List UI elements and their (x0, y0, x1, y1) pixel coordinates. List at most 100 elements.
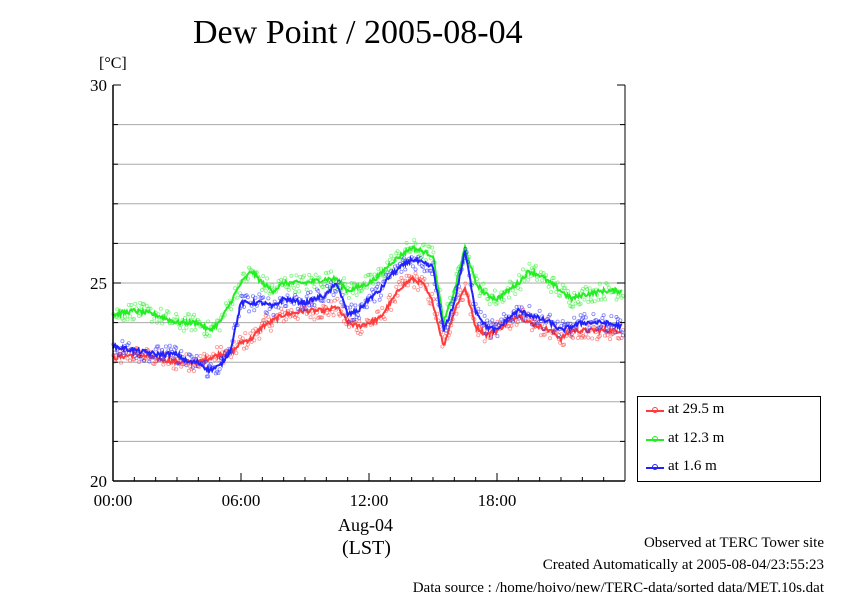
data-point (387, 257, 392, 262)
data-point (176, 360, 181, 365)
data-point (158, 306, 163, 311)
data-point (485, 318, 490, 323)
data-point (261, 274, 266, 279)
data-point (599, 297, 604, 302)
data-point (597, 281, 602, 286)
data-point (346, 324, 351, 329)
data-point (339, 300, 344, 305)
data-point (426, 297, 431, 302)
data-point (247, 309, 252, 314)
data-point (330, 309, 335, 314)
data-point (570, 335, 575, 340)
data-point (261, 295, 266, 300)
data-point (329, 269, 334, 274)
data-point (320, 284, 325, 289)
data-point (583, 332, 588, 337)
data-point (262, 318, 267, 323)
legend-marker-12-3m (652, 436, 658, 442)
data-point (117, 351, 122, 356)
data-point (152, 355, 157, 360)
series-at-1-6-m (111, 246, 625, 379)
data-point (460, 297, 465, 302)
chart-title: Dew Point / 2005-08-04 (193, 14, 523, 51)
data-point (440, 344, 445, 349)
footer-site: Observed at TERC Tower site (643, 535, 824, 551)
data-point (418, 256, 423, 261)
data-point (535, 277, 540, 282)
data-point (619, 329, 624, 334)
data-point (307, 273, 312, 278)
data-point (517, 304, 522, 309)
data-point (615, 294, 620, 299)
data-point (487, 302, 492, 307)
footer-source: Data source : /home/hoivo/new/TERC-data/… (412, 580, 824, 596)
data-point (602, 297, 607, 302)
data-point (378, 293, 383, 298)
legend: at 29.5 m at 12.3 m at 1.6 m (637, 396, 821, 482)
data-point (304, 287, 309, 292)
data-point (166, 310, 171, 315)
data-point (587, 325, 592, 330)
data-point (241, 271, 246, 276)
data-point (137, 360, 142, 365)
data-point (276, 305, 281, 310)
data-point (253, 326, 258, 331)
data-point (326, 312, 331, 317)
data-point (137, 314, 142, 319)
data-point (554, 289, 559, 294)
data-point (286, 287, 291, 292)
data-point (259, 288, 264, 293)
data-point (177, 326, 182, 331)
data-point (323, 271, 328, 276)
data-point (609, 314, 614, 319)
data-point (133, 301, 138, 306)
data-point (212, 357, 217, 362)
data-point (120, 339, 125, 344)
data-point (495, 334, 500, 339)
data-point (217, 367, 222, 372)
data-point (513, 292, 518, 297)
data-point (192, 312, 197, 317)
data-point (241, 304, 246, 309)
x-tick-label: 12:00 (350, 491, 389, 510)
data-point (131, 316, 136, 321)
data-point (531, 322, 536, 327)
data-point (499, 317, 504, 322)
data-point (263, 288, 268, 293)
data-point (349, 281, 354, 286)
data-point (157, 318, 162, 323)
data-point (519, 305, 524, 310)
data-point (558, 293, 563, 298)
data-point (605, 328, 610, 333)
data-point (156, 344, 161, 349)
data-point (450, 312, 455, 317)
data-point (134, 356, 139, 361)
data-point (266, 296, 271, 301)
y-tick-label: 30 (90, 76, 107, 95)
data-point (364, 305, 369, 310)
y-tick-label: 25 (90, 274, 107, 293)
data-point (410, 264, 415, 269)
data-point (414, 274, 419, 279)
data-point (582, 335, 587, 340)
legend-item-1-6m: at 1.6 m (644, 458, 814, 478)
data-point (163, 312, 168, 317)
x-tick-label: 00:00 (94, 491, 133, 510)
data-point (309, 303, 314, 308)
data-point (576, 336, 581, 341)
data-point (561, 342, 566, 347)
data-point (244, 345, 249, 350)
data-point (393, 299, 398, 304)
data-point (620, 333, 625, 338)
data-point (312, 303, 317, 308)
data-point (216, 358, 221, 363)
data-point (294, 273, 299, 278)
data-point (160, 321, 165, 326)
data-point (389, 253, 394, 258)
data-point (184, 325, 189, 330)
data-point (570, 304, 575, 309)
data-point (620, 294, 625, 299)
data-point (377, 297, 382, 302)
data-point (174, 345, 179, 350)
data-point (218, 345, 223, 350)
